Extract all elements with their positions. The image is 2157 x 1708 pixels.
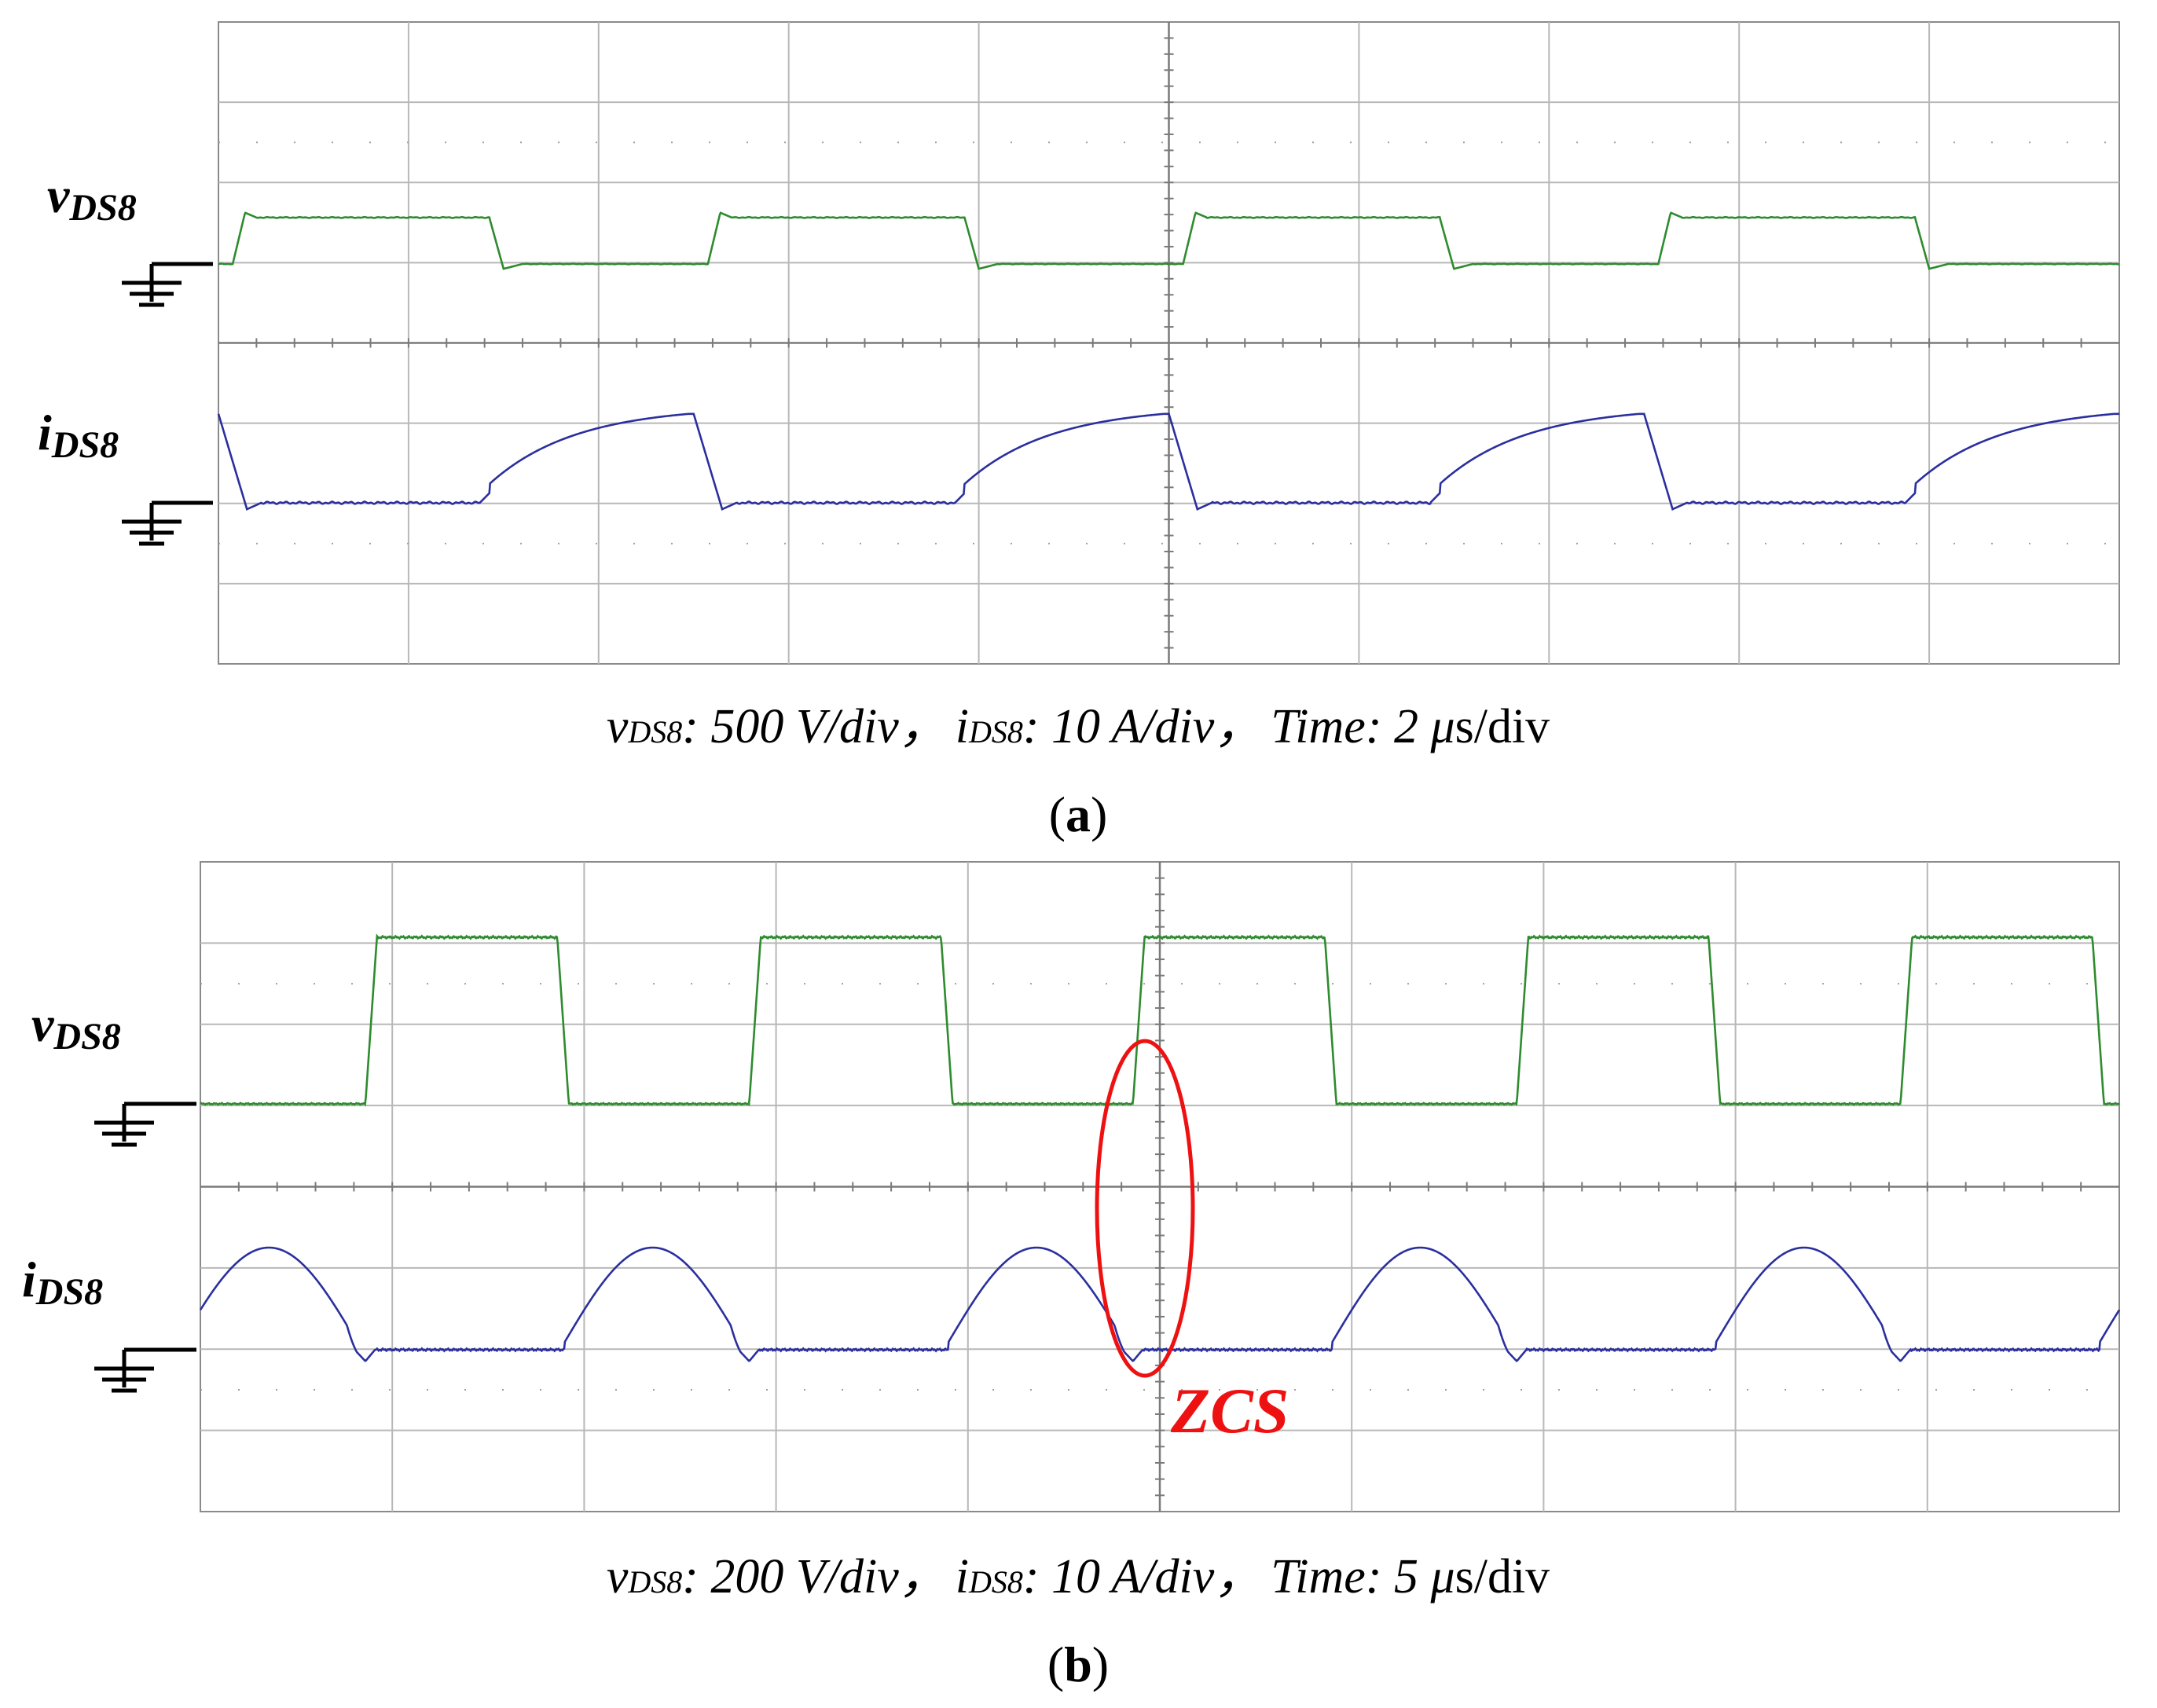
panel-a-vds8-label: vDS8 (47, 167, 137, 229)
panel-a-caption-mu: μ (1429, 700, 1455, 753)
panel-b-label-letter: b (1064, 1637, 1092, 1692)
panel-b-caption-i-scale: : 10 A/div， (1023, 1550, 1263, 1604)
panel-b-vds8-ground-marker (94, 1101, 196, 1147)
panel-b-scale-caption: vDS8: 200 V/div， iDS8: 10 A/div， Time: 5 μ… (607, 1550, 1550, 1604)
panel-a-ids8-trace (217, 412, 2119, 511)
panel-b: vDS8 iDS8 ZCS vDS8: 200 V/div， iDS8: 10 A… (22, 861, 2121, 1692)
panel-b-caption-time: Time: 5 (1271, 1550, 1430, 1604)
panel-b-vds8-trace (200, 933, 2120, 1107)
panel-b-caption-v-subscript: DS8 (627, 1564, 682, 1600)
panel-b-ids8-label: iDS8 (22, 1252, 103, 1313)
panel-a-grid (218, 22, 2119, 664)
panel-b-ids8-symbol: i (22, 1252, 36, 1307)
panel-a-label: (a) (1049, 786, 1108, 842)
panel-a-caption-time-unit: s/div (1455, 700, 1550, 753)
panel-a-caption-i-symbol: i (956, 700, 969, 753)
panel-b-ids8-subscript: DS8 (35, 1271, 103, 1313)
panel-a-caption-v-subscript: DS8 (627, 714, 682, 750)
panel-a-caption-v-scale: : 500 V/div， (682, 700, 948, 753)
zcs-annotation: ZCS (1170, 1375, 1289, 1446)
panel-a-ids8-label: iDS8 (38, 405, 119, 466)
panel-a: vDS8 iDS8 vDS8: 500 V/div， iDS8: 10 A/div… (38, 21, 2120, 842)
panel-b-vds8-label: vDS8 (31, 996, 121, 1057)
panel-b-caption-time-unit: s/div (1455, 1550, 1550, 1604)
panel-a-label-letter: a (1066, 786, 1091, 842)
panel-b-caption-v-symbol: v (607, 1550, 629, 1604)
panel-a-caption-i-scale: : 10 A/div， (1023, 700, 1263, 753)
panel-b-grid (200, 862, 2119, 1512)
panel-a-scale-caption: vDS8: 500 V/div， iDS8: 10 A/div， Time: 2 μ… (607, 700, 1550, 753)
panel-a-caption-time: Time: 2 (1271, 700, 1430, 753)
panel-b-label: (b) (1047, 1637, 1109, 1692)
panel-b-caption-i-subscript: DS8 (968, 1564, 1023, 1600)
panel-a-vds8-symbol: v (47, 167, 70, 223)
panel-a-ids8-subscript: DS8 (51, 424, 119, 466)
panel-b-caption-v-scale: : 200 V/div， (682, 1550, 948, 1604)
panel-b-vds8-subscript: DS8 (53, 1016, 120, 1057)
panel-a-ids8-ground-marker (122, 500, 213, 546)
panel-b-caption-i-symbol: i (956, 1550, 969, 1604)
panel-b-ids8-ground-marker (94, 1347, 196, 1393)
panel-a-vds8-ground-marker (122, 262, 213, 307)
panel-a-ids8-symbol: i (38, 405, 52, 460)
panel-b-vds8-symbol: v (31, 996, 54, 1052)
panel-a-vds8-subscript: DS8 (68, 187, 136, 229)
panel-a-vds8-trace (218, 211, 2120, 270)
zcs-highlight-ellipse (1095, 1039, 1195, 1378)
panel-b-ids8-trace (199, 1246, 2121, 1362)
panel-a-caption-v-symbol: v (607, 700, 629, 753)
panel-b-caption-mu: μ (1429, 1550, 1455, 1604)
panel-a-caption-i-subscript: DS8 (968, 714, 1023, 750)
